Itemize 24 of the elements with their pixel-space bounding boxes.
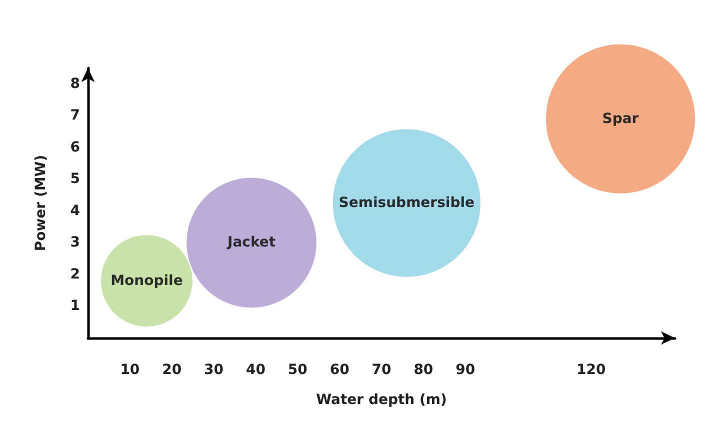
y-tick-label: 7 bbox=[70, 108, 80, 124]
y-axis-title: Power (MW) bbox=[33, 154, 49, 252]
y-tick-label: 1 bbox=[70, 298, 80, 314]
x-tick-label: 120 bbox=[576, 362, 606, 378]
y-tick-label: 4 bbox=[70, 202, 80, 219]
series-label: Semisubmersible bbox=[338, 195, 475, 211]
series-label: Monopile bbox=[110, 272, 183, 289]
x-tick-label: 10 bbox=[120, 362, 140, 378]
y-tick-label: 2 bbox=[70, 266, 80, 282]
x-tick-label: 80 bbox=[414, 362, 434, 378]
series-label: Jacket bbox=[226, 234, 276, 251]
series-label: Spar bbox=[602, 110, 639, 127]
x-tick-label: 40 bbox=[246, 362, 266, 378]
y-tick-label: 5 bbox=[70, 171, 80, 188]
y-tick-label: 6 bbox=[70, 139, 80, 156]
x-tick-label: 70 bbox=[372, 362, 392, 378]
x-axis-title: Water depth (m) bbox=[316, 392, 447, 408]
x-tick-label: 50 bbox=[288, 362, 308, 378]
y-tick-label: 8 bbox=[70, 76, 80, 92]
x-tick-label: 60 bbox=[330, 362, 350, 378]
y-tick-label: 3 bbox=[70, 234, 80, 251]
x-tick-label: 90 bbox=[456, 362, 476, 378]
x-tick-label: 30 bbox=[204, 362, 224, 378]
x-tick-label: 20 bbox=[162, 362, 182, 378]
